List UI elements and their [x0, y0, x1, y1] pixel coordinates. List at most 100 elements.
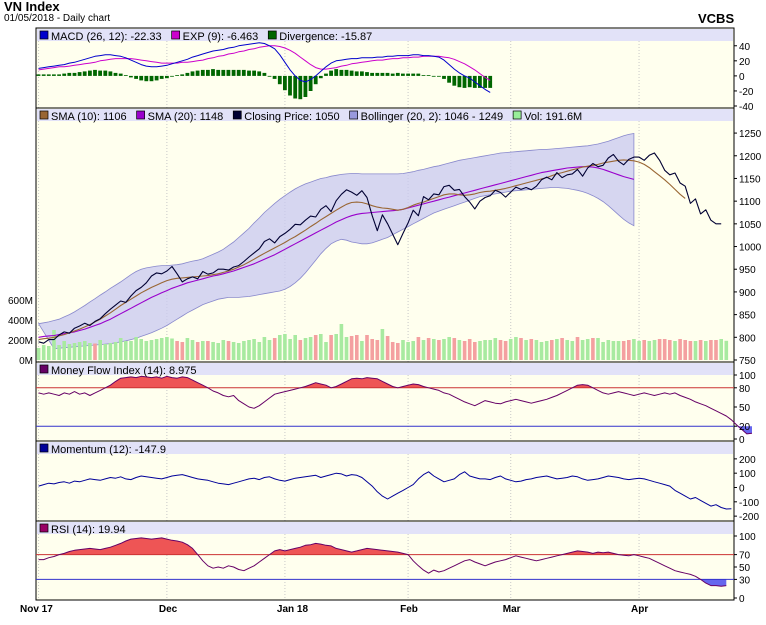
macd-divergence-bar	[411, 73, 416, 76]
macd-divergence-bar	[467, 75, 472, 88]
volume-bar	[247, 340, 251, 360]
macd-legend-label-0: MACD (26, 12): -22.33	[51, 31, 162, 43]
macd-legend-swatch-0	[39, 30, 49, 40]
volume-bar	[83, 341, 87, 360]
macd-divergence-bar	[257, 71, 262, 76]
macd-divergence-bar	[283, 75, 287, 91]
volume-bar	[124, 341, 128, 360]
macd-ytick-label-1: 20	[739, 57, 751, 68]
volume-bar	[473, 342, 477, 360]
closing-price-line	[38, 152, 722, 344]
volume-bar	[498, 340, 503, 360]
volume-bar	[637, 341, 641, 360]
volume-bar	[560, 338, 564, 360]
volume-bar	[657, 339, 662, 360]
macd-divergence-bar	[144, 75, 149, 82]
macd-divergence-bar	[380, 72, 385, 76]
rsi-ytick-label-1: 70	[739, 551, 751, 562]
price-ytick-label-8: 850	[739, 311, 756, 322]
macd-divergence-bar	[360, 71, 364, 76]
macd-divergence-bar	[185, 72, 190, 76]
volume-bar	[529, 339, 534, 360]
macd-divergence-bar	[190, 71, 195, 76]
volume-bar	[467, 339, 472, 360]
macd-divergence-bar	[247, 70, 251, 76]
macd-divergence-bar	[426, 75, 431, 76]
volume-bar	[385, 336, 390, 360]
volume-bar	[375, 340, 380, 360]
rsi-ytick-label-2: 50	[739, 563, 751, 574]
volume-bar	[236, 343, 241, 360]
price-legend-label-3: Bollinger (20, 2): 1046 - 1249	[361, 111, 503, 123]
volume-bar	[673, 341, 677, 360]
volume-bar	[339, 324, 344, 360]
volume-bar	[47, 346, 51, 360]
rsi-legend-swatch-0	[39, 523, 49, 533]
volume-bar	[365, 335, 369, 360]
volume-bar	[36, 348, 41, 360]
volume-bar	[221, 340, 226, 360]
mfi-ytick-label-1: 80	[739, 384, 751, 395]
macd-divergence-bar	[67, 72, 72, 76]
macd-divergence-bar	[339, 69, 344, 76]
volume-bar	[601, 342, 605, 360]
volume-bar	[437, 340, 441, 360]
macd-divergence-bar	[318, 75, 323, 79]
macd-divergence-bar	[365, 72, 369, 76]
x-axis-label-2: Jan 18	[277, 604, 309, 615]
volume-bar	[201, 341, 205, 360]
price-legend-swatch-1	[136, 110, 145, 120]
volume-bar	[355, 335, 359, 360]
macd-divergence-bar	[277, 75, 282, 85]
momentum-ytick-label-0: 200	[739, 455, 756, 466]
macd-divergence-bar	[159, 75, 164, 79]
macd-divergence-bar	[103, 70, 108, 76]
rsi-overbought-fill	[38, 537, 727, 555]
volume-bar	[534, 340, 539, 360]
volume-bar	[606, 340, 611, 360]
volume-bar	[611, 341, 616, 360]
volume-bar	[724, 340, 729, 360]
volume-bar	[693, 341, 698, 360]
macd-divergence-bar	[308, 75, 313, 91]
macd-divergence-bar	[288, 75, 292, 96]
macd-divergence-bar	[77, 72, 82, 76]
momentum-legend-label-0: Momentum (12): -147.9	[51, 444, 166, 456]
volume-bar	[370, 339, 374, 360]
macd-ytick-label-0: 40	[739, 42, 751, 53]
price-legend-swatch-4	[512, 110, 522, 120]
macd-divergence-bar	[108, 71, 113, 76]
price-legend-band	[37, 109, 733, 121]
price-ytick-label-9: 800	[739, 333, 756, 344]
volume-bar	[278, 335, 282, 360]
price-legend-label-1: SMA (20): 1148	[148, 111, 224, 123]
macd-legend-band	[37, 29, 733, 41]
macd-legend-label-1: EXP (9): -6.463	[183, 31, 259, 43]
volume-bar	[596, 338, 600, 360]
macd-ytick-label-3: -20	[739, 87, 754, 98]
price-legend-swatch-2	[232, 110, 242, 120]
volume-bar	[575, 337, 580, 360]
volume-bar	[72, 343, 77, 360]
macd-divergence-bar	[52, 74, 56, 76]
macd-divergence-bar	[154, 75, 159, 81]
volume-bar	[52, 330, 56, 360]
macd-divergence-bar	[354, 71, 359, 76]
volume-bar	[704, 341, 708, 360]
volume-bar	[406, 342, 410, 360]
macd-divergence-bar	[272, 75, 277, 79]
macd-divergence-bars	[36, 69, 493, 100]
volume-bar	[288, 339, 292, 360]
volume-bar	[539, 342, 544, 360]
volume-bar	[149, 340, 154, 360]
volume-bar	[411, 341, 415, 360]
macd-divergence-bar	[293, 75, 298, 99]
volume-bar	[298, 340, 303, 360]
mfi-ytick-label-2: 50	[739, 403, 751, 414]
volume-bar	[349, 336, 354, 360]
rsi-ytick-label-0: 100	[739, 532, 756, 543]
price-legend-label-4: Vol: 191.6M	[524, 111, 582, 123]
macd-divergence-bar	[252, 70, 256, 76]
volume-bar	[632, 339, 636, 360]
